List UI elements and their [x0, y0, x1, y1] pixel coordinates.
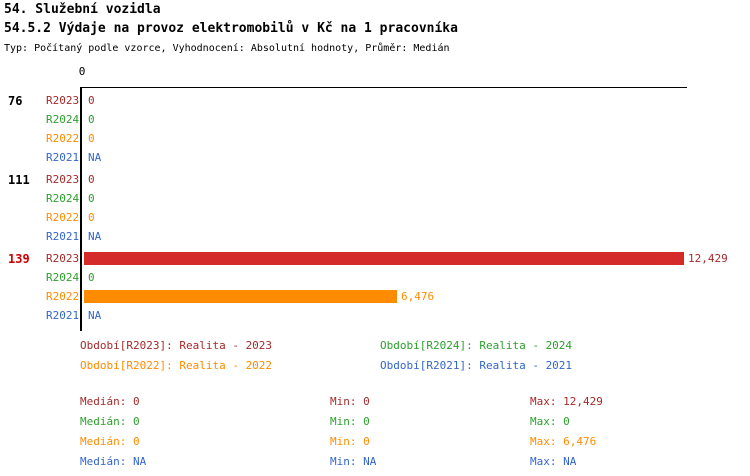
chart-title: 54.5.2 Výdaje na provoz elektromobilů v …: [4, 21, 458, 36]
chart-row: R2024 0: [0, 110, 750, 129]
plot-area: 0: [84, 113, 95, 126]
chart-legend: Období[R2023]: Realita - 2023 Období[R20…: [80, 339, 680, 372]
stats-min: Min: NA: [330, 454, 377, 468]
plot-area: 0: [84, 94, 95, 107]
plot-area: NA: [84, 309, 101, 322]
chart-group-139: 139 R2023 12,429 R2024 0 R2022: [0, 249, 750, 325]
series-label: R2024: [46, 192, 80, 205]
plot-area: 12,429: [84, 252, 728, 265]
chart-groups: 76 R2023 0 R2024 0 R2022: [0, 91, 750, 328]
bar-value-label: 0: [88, 132, 95, 145]
series-label: R2023: [46, 252, 80, 265]
series-label: R2023: [46, 94, 80, 107]
legend-item-r2021: Období[R2021]: Realita - 2021: [380, 359, 573, 372]
plot-area: 6,476: [84, 290, 434, 303]
bar-value-label: 12,429: [688, 252, 728, 265]
chart-group-111: 111 R2023 0 R2024 0 R2022: [0, 170, 750, 246]
bar: [84, 290, 397, 303]
plot-area: NA: [84, 151, 101, 164]
series-label: R2024: [46, 113, 80, 126]
chart-row: R2022 6,476: [0, 287, 750, 306]
bar-value-label: 0: [88, 192, 95, 205]
stats-min: Min: 0: [330, 394, 370, 408]
bar-value-label: 0: [88, 211, 95, 224]
chart-row: R2021 NA: [0, 148, 750, 167]
group-label: 111: [8, 173, 30, 187]
bar-value-label: 0: [88, 173, 95, 186]
legend-item-r2023: Období[R2023]: Realita - 2023: [80, 339, 273, 352]
bar-value-label: 0: [88, 113, 95, 126]
series-label: R2022: [46, 132, 80, 145]
bar-value-label: 0: [88, 94, 95, 107]
axis-origin-label: 0: [78, 65, 86, 78]
plot-area: 0: [84, 211, 95, 224]
plot-area: 0: [84, 271, 95, 284]
chart-stats: Medián: 0 Min: 0 Max: 12,429 Medián: 0 M…: [80, 391, 710, 471]
chart-row: R2021 NA: [0, 227, 750, 246]
stats-median: Medián: 0: [80, 434, 140, 448]
plot-area: 0: [84, 132, 95, 145]
stats-row-r2022: Medián: 0 Min: 0 Max: 6,476: [80, 431, 710, 451]
series-label: R2023: [46, 173, 80, 186]
chart-row: R2021 NA: [0, 306, 750, 325]
series-label: R2021: [46, 151, 80, 164]
chart-row: R2024 0: [0, 189, 750, 208]
stats-min: Min: 0: [330, 434, 370, 448]
stats-max: Max: 12,429: [530, 394, 603, 408]
chart-row: R2022 0: [0, 129, 750, 148]
chart-row: R2022 0: [0, 208, 750, 227]
stats-median: Medián: NA: [80, 454, 147, 468]
stats-median: Medián: 0: [80, 414, 140, 428]
bar: [84, 252, 684, 265]
bar-value-label: 6,476: [401, 290, 435, 303]
series-label: R2021: [46, 230, 80, 243]
series-label: R2022: [46, 211, 80, 224]
bar-value-label: NA: [88, 151, 102, 164]
stats-max: Max: NA: [530, 454, 577, 468]
bar-value-label: NA: [88, 309, 102, 322]
bar-value-label: 0: [88, 271, 95, 284]
group-label: 76: [8, 94, 23, 108]
stats-max: Max: 6,476: [530, 434, 597, 448]
report-section-title: 54. Služební vozidla: [4, 2, 161, 17]
group-label: 139: [8, 252, 30, 266]
plot-area: NA: [84, 230, 101, 243]
stats-max: Max: 0: [530, 414, 570, 428]
stats-row-r2023: Medián: 0 Min: 0 Max: 12,429: [80, 391, 710, 411]
series-label: R2022: [46, 290, 80, 303]
plot-area: 0: [84, 192, 95, 205]
chart-subtitle: Typ: Počítaný podle vzorce, Vyhodnocení:…: [4, 43, 450, 54]
legend-item-r2022: Období[R2022]: Realita - 2022: [80, 359, 273, 372]
axis-vertical-line: [80, 87, 82, 331]
stats-row-r2024: Medián: 0 Min: 0 Max: 0: [80, 411, 710, 431]
chart-row: R2023 0: [0, 170, 750, 189]
chart-row: R2023 12,429: [0, 249, 750, 268]
series-label: R2024: [46, 271, 80, 284]
stats-median: Medián: 0: [80, 394, 140, 408]
chart-group-76: 76 R2023 0 R2024 0 R2022: [0, 91, 750, 167]
plot-area: 0: [84, 173, 95, 186]
bar-value-label: NA: [88, 230, 102, 243]
stats-min: Min: 0: [330, 414, 370, 428]
axis-top-line: [80, 87, 687, 88]
series-label: R2021: [46, 309, 80, 322]
chart-row: R2024 0: [0, 268, 750, 287]
legend-item-r2024: Období[R2024]: Realita - 2024: [380, 339, 573, 352]
stats-row-r2021: Medián: NA Min: NA Max: NA: [80, 451, 710, 471]
chart-row: R2023 0: [0, 91, 750, 110]
